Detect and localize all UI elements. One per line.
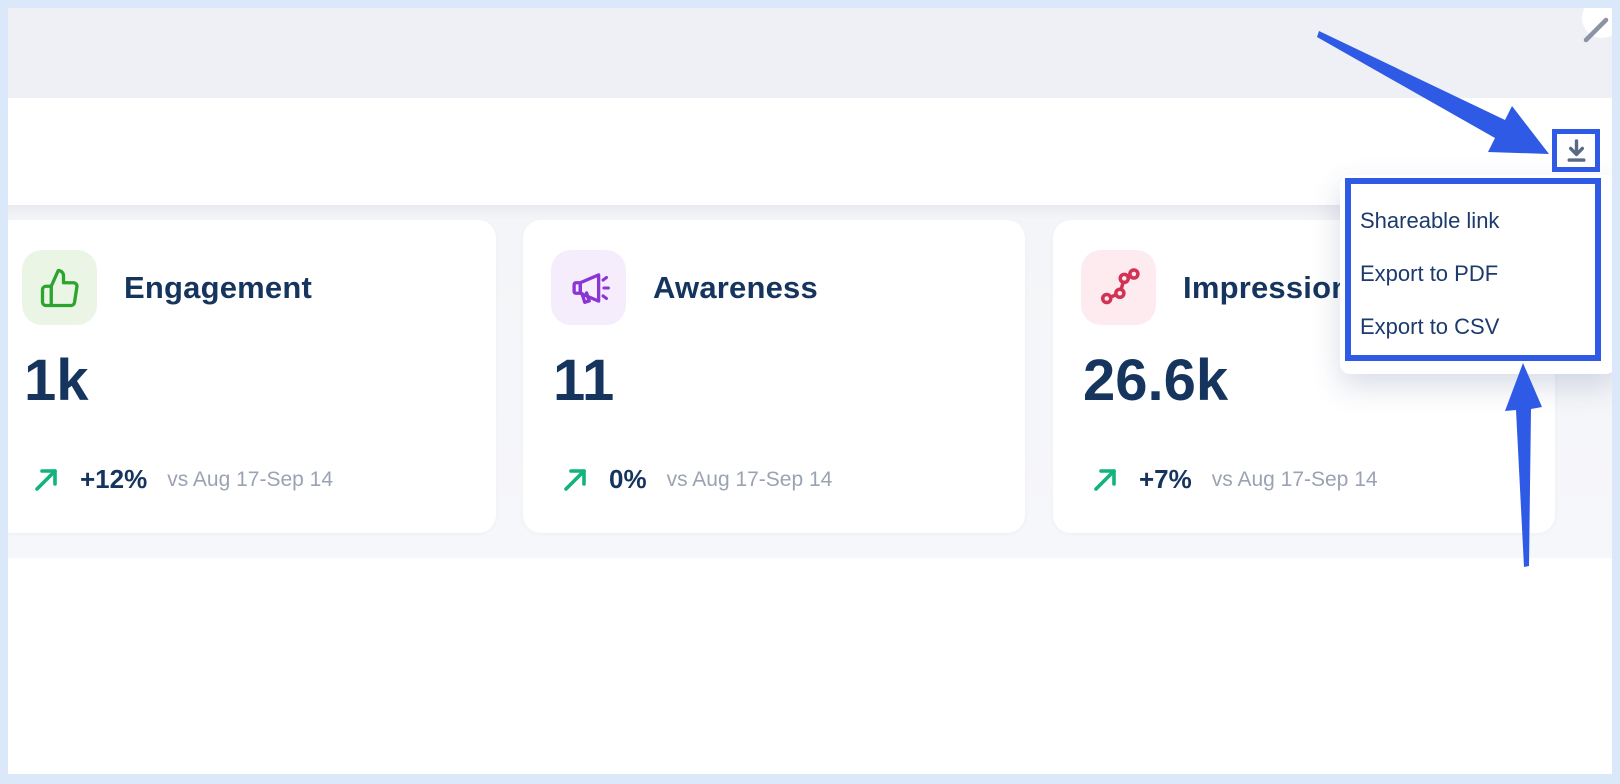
trend-up-arrow-icon: [1094, 468, 1116, 491]
menu-item-shareable-link[interactable]: Shareable link: [1360, 208, 1500, 233]
card-title: Engagement: [124, 269, 313, 305]
card-value: 1k: [24, 348, 89, 413]
trend-comparison: vs Aug 17-Sep 14: [1211, 467, 1378, 491]
menu-item-export-pdf[interactable]: Export to PDF: [1360, 261, 1499, 286]
trend-change: +7%: [1139, 464, 1192, 494]
card-header: Impressions: [1081, 250, 1368, 325]
download-icon: [1567, 139, 1585, 162]
report-page: Default report template Sep 15, 2024 - O…: [8, 8, 1612, 774]
top-chrome-band: [8, 8, 1612, 98]
menu-item-export-csv[interactable]: Export to CSV: [1360, 314, 1500, 339]
network-dots-icon: [1081, 250, 1156, 325]
trend-change: 0%: [609, 464, 647, 494]
card-title: Awareness: [653, 269, 818, 305]
metric-card-awareness: Awareness 11 0% vs Aug 17-Sep 14: [523, 220, 1025, 533]
trend-comparison: vs Aug 17-Sep 14: [167, 467, 334, 491]
card-trend: +7% vs Aug 17-Sep 14: [1091, 464, 1378, 495]
card-title: Impressions: [1183, 269, 1368, 305]
trend-change: +12%: [80, 464, 148, 494]
trend-comparison: vs Aug 17-Sep 14: [666, 467, 833, 491]
card-header: Engagement: [22, 250, 312, 325]
megaphone-icon: [551, 250, 626, 325]
trend-up-arrow-icon: [564, 468, 586, 491]
export-menu: Shareable link Export to PDF Export to C…: [1340, 175, 1612, 374]
metric-card-engagement: Engagement 1k +12% vs Aug 17-Sep 14: [8, 220, 496, 533]
card-trend: 0% vs Aug 17-Sep 14: [561, 464, 832, 495]
card-value: 11: [553, 348, 615, 413]
card-trend: +12% vs Aug 17-Sep 14: [32, 464, 333, 495]
card-header: Awareness: [551, 250, 818, 325]
export-download-button[interactable]: [1552, 129, 1600, 172]
thumbs-up-icon: [22, 250, 97, 325]
trend-up-arrow-icon: [35, 468, 57, 491]
card-value: 26.6k: [1083, 348, 1229, 413]
